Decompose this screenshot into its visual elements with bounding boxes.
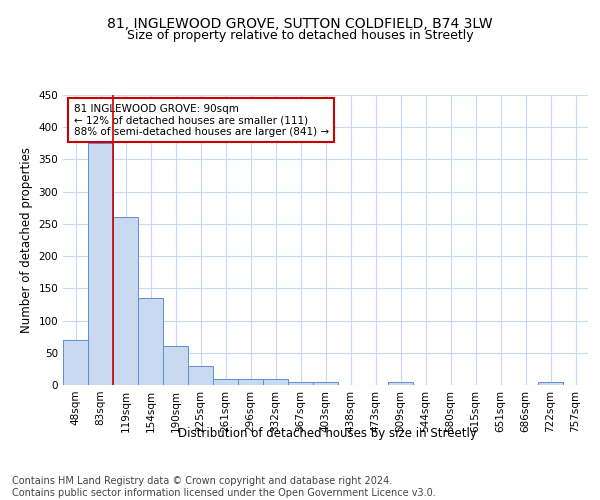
Bar [538, 382, 563, 385]
Text: 81, INGLEWOOD GROVE, SUTTON COLDFIELD, B74 3LW: 81, INGLEWOOD GROVE, SUTTON COLDFIELD, B… [107, 18, 493, 32]
Bar [288, 382, 313, 385]
Text: Contains HM Land Registry data © Crown copyright and database right 2024.
Contai: Contains HM Land Registry data © Crown c… [12, 476, 436, 498]
Bar [238, 378, 263, 385]
Bar [313, 382, 338, 385]
Bar [163, 346, 188, 385]
Bar [388, 382, 413, 385]
Bar [138, 298, 163, 385]
Bar [63, 340, 88, 385]
Text: Distribution of detached houses by size in Streetly: Distribution of detached houses by size … [178, 428, 476, 440]
Text: 81 INGLEWOOD GROVE: 90sqm
← 12% of detached houses are smaller (111)
88% of semi: 81 INGLEWOOD GROVE: 90sqm ← 12% of detac… [74, 104, 329, 137]
Bar [213, 378, 238, 385]
Text: Size of property relative to detached houses in Streetly: Size of property relative to detached ho… [127, 29, 473, 42]
Bar [263, 378, 288, 385]
Bar [113, 218, 138, 385]
Bar [188, 366, 213, 385]
Bar [88, 144, 113, 385]
Y-axis label: Number of detached properties: Number of detached properties [20, 147, 33, 333]
